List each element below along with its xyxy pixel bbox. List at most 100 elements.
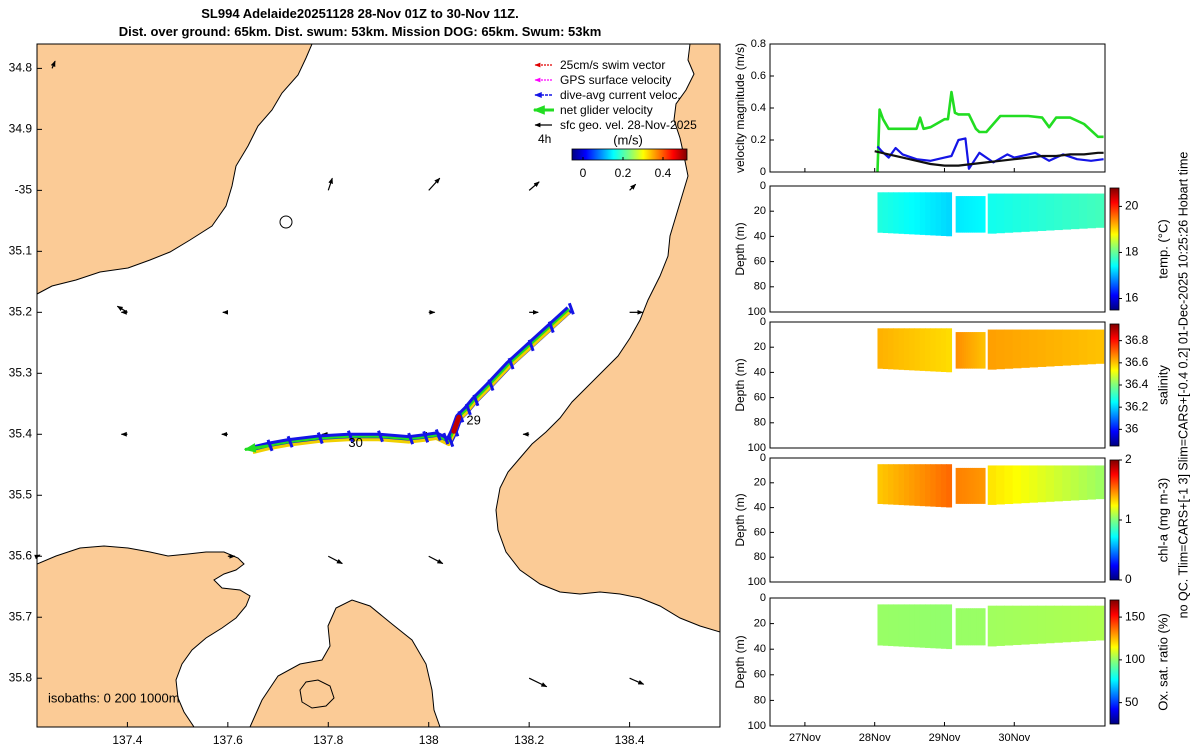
- section-cell: [882, 464, 889, 505]
- x-tick-label: 27Nov: [789, 732, 821, 744]
- section-cell: [946, 464, 953, 508]
- net-velocity-end-arrow: [243, 443, 269, 453]
- section-cell: [980, 196, 984, 233]
- y-tick-label: 60: [754, 256, 766, 268]
- y-tick-label: 0.4: [751, 102, 766, 114]
- colorbar-tick-label: 100: [1125, 652, 1145, 666]
- track-start-segment: [451, 414, 462, 434]
- section-cell: [1078, 329, 1088, 365]
- section-cell: [930, 464, 937, 507]
- section-cell: [935, 328, 942, 372]
- map-legend: 25cm/s swim vector GPS surface velocity …: [532, 58, 697, 180]
- section-cell: [919, 328, 926, 371]
- section-cell: [893, 328, 900, 370]
- section-cell: [968, 608, 971, 646]
- geo-velocity-arrow: [428, 177, 441, 191]
- map-land-kangaroo-island: [37, 44, 313, 295]
- dive-avg-vector: [407, 432, 415, 445]
- section-cell: [1053, 465, 1063, 502]
- map-y-tick-label: 35.4: [9, 426, 33, 440]
- section-cell: [919, 192, 926, 235]
- map-y-tick-label: 35.1: [9, 244, 33, 258]
- section-cell: [1004, 193, 1014, 233]
- section-cell: [1062, 605, 1072, 643]
- y-tick-label: 40: [754, 366, 766, 378]
- x-tick-label: 29Nov: [929, 732, 961, 744]
- panel-frame: [769, 185, 1106, 313]
- section-cell: [970, 467, 973, 504]
- geo-velocity-arrow: [629, 183, 637, 191]
- dive-avg-vector: [422, 430, 430, 443]
- map-y-tick-label: 35.6: [9, 548, 33, 562]
- y-tick-label: 100: [748, 306, 766, 318]
- section-cell: [1087, 193, 1096, 229]
- section-cell: [1078, 193, 1088, 229]
- y-tick-label: 40: [754, 643, 766, 655]
- map-frame: [36, 43, 721, 728]
- section-cell: [1045, 605, 1055, 644]
- section-cell: [976, 196, 980, 233]
- section-cell: [914, 192, 921, 235]
- section-cell: [1012, 329, 1022, 369]
- section-cell: [1062, 465, 1072, 501]
- dive-avg-vector: [266, 439, 274, 452]
- panel-frame: [769, 321, 1106, 449]
- section-cell: [930, 604, 937, 649]
- section-cell: [877, 464, 884, 505]
- map-land-fleurieu-peninsula: [495, 44, 720, 633]
- map-x-tick-label: 138.2: [514, 733, 544, 747]
- section-cell: [957, 467, 961, 504]
- section-cell: [882, 604, 889, 646]
- velocity-series-line: [874, 150, 1104, 167]
- oxygen-saturation-section-panel: 0 20 40 60 80 100 50 100 150 Ox. sat. ratio (%) 27…: [733, 592, 1170, 744]
- y-tick-label: 80: [754, 551, 766, 563]
- y-tick-label: 100: [748, 576, 766, 588]
- section-cell: [978, 467, 982, 504]
- section-cell: [1037, 193, 1047, 231]
- section-cell: [959, 196, 963, 233]
- x-tick-label: 30Nov: [998, 732, 1030, 744]
- section-cell: [1053, 605, 1063, 643]
- section-cell: [1037, 605, 1047, 644]
- section-cell: [919, 464, 926, 507]
- geo-velocity-arrow: [528, 181, 540, 191]
- map-y-tick-label: 35.8: [9, 670, 33, 684]
- section-cell: [893, 192, 900, 234]
- colorbar-label: salinity: [1155, 365, 1170, 405]
- section-cell: [925, 328, 931, 372]
- y-tick-label: 80: [754, 281, 766, 293]
- legend-swim-vector: 25cm/s swim vector: [560, 58, 665, 72]
- colorbar-tick-label: 36.2: [1125, 399, 1149, 413]
- panel-y-label: Depth (m): [733, 358, 747, 411]
- section-cell: [966, 467, 969, 504]
- section-cell: [976, 332, 980, 369]
- section-cell: [1087, 329, 1096, 365]
- section-cell: [987, 465, 997, 505]
- section-cell: [877, 604, 884, 646]
- section-cell: [964, 196, 967, 233]
- section-cell: [970, 608, 973, 646]
- section-cell: [955, 196, 959, 233]
- section-cell: [1012, 605, 1022, 646]
- section-cell: [972, 332, 976, 369]
- section-cell: [1095, 465, 1105, 500]
- section-cell: [987, 605, 997, 647]
- section-cell: [898, 192, 905, 234]
- section-cell: [976, 467, 980, 504]
- colorbar-tick-label: 36.6: [1125, 355, 1149, 369]
- colorbar-label: chl-a (mg m-3): [1155, 478, 1170, 563]
- colorbar-tick-label: 36.4: [1125, 377, 1149, 391]
- section-cell: [1037, 465, 1047, 503]
- colorbar-tick-label: 36.8: [1125, 333, 1149, 347]
- map-data-layer: 137.4 137.6 137.8 138 138.2 138.4 34.8 34.9 -35 3…: [9, 60, 645, 747]
- section-cell: [972, 467, 976, 504]
- section-cell: [1029, 605, 1039, 645]
- section-cell: [930, 328, 937, 372]
- colorbar-tick-label: 0: [1125, 572, 1132, 586]
- dive-avg-vector: [567, 302, 575, 315]
- map-x-tick-label: 138: [419, 733, 439, 747]
- map-land-yorke-peninsula: [37, 545, 251, 727]
- y-tick-label: 100: [748, 720, 766, 732]
